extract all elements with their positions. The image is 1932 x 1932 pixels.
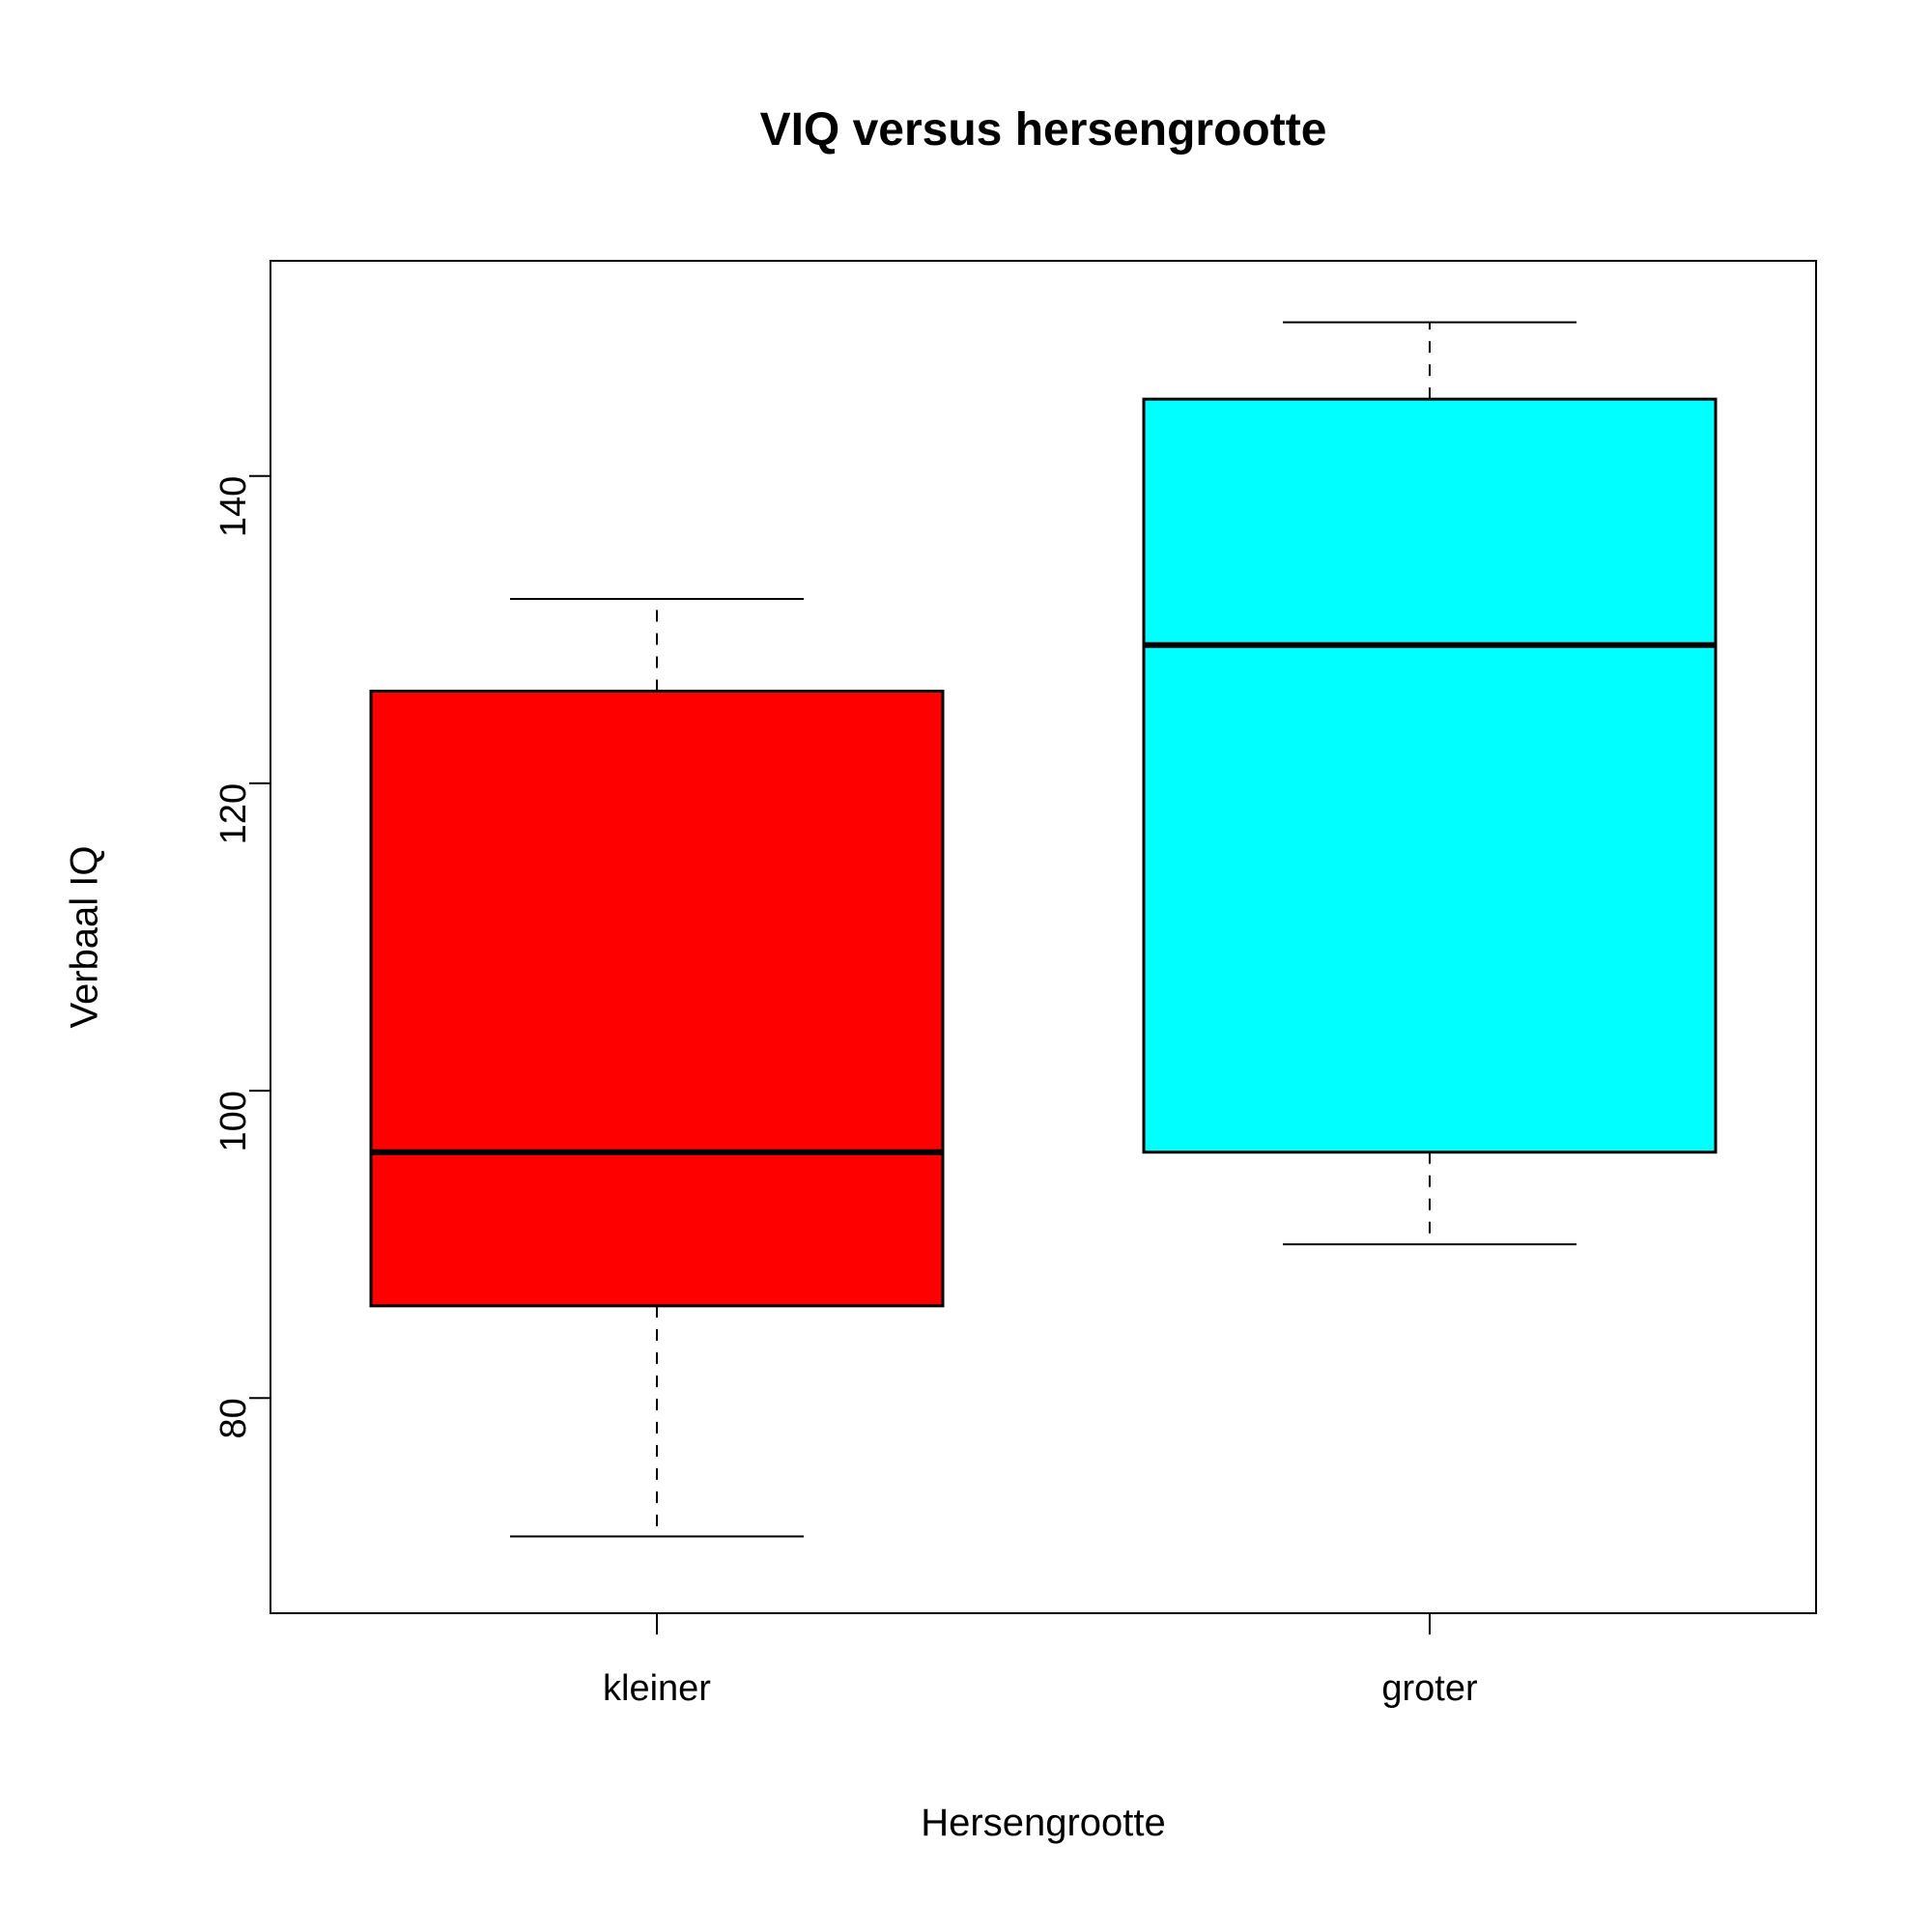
x-axis-label: Hersengrootte bbox=[921, 1802, 1165, 1844]
y-tick-label: 120 bbox=[213, 783, 254, 844]
y-tick-label: 100 bbox=[213, 1091, 254, 1151]
y-axis-label: Verbaal IQ bbox=[64, 845, 106, 1028]
y-tick-label: 80 bbox=[213, 1398, 254, 1438]
box bbox=[1144, 399, 1716, 1152]
box bbox=[371, 691, 943, 1305]
y-tick-label: 140 bbox=[213, 476, 254, 537]
boxplot-chart: VIQ versus hersengrootte 80 100 120 140 Verba… bbox=[0, 0, 1932, 1932]
x-tick-label: groter bbox=[1381, 1668, 1478, 1709]
chart-title: VIQ versus hersengrootte bbox=[760, 104, 1327, 156]
x-tick-label: kleiner bbox=[603, 1668, 711, 1709]
